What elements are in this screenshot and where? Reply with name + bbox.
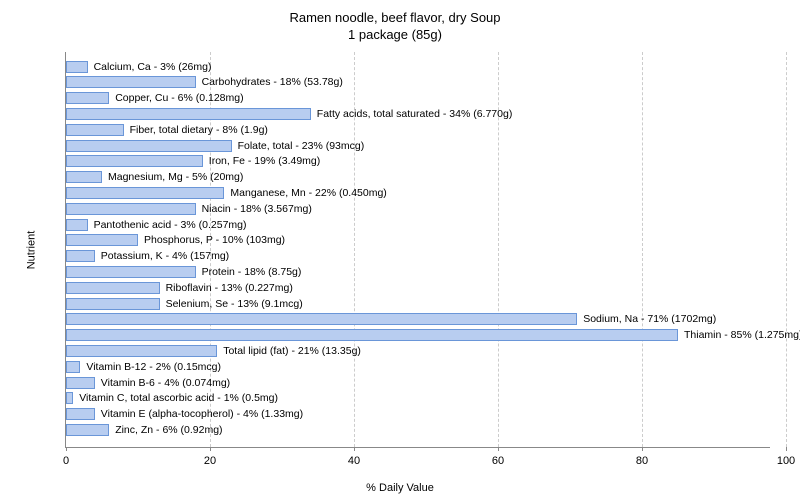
title-line-2: 1 package (85g) xyxy=(348,27,442,42)
nutrient-label: Calcium, Ca - 3% (26mg) xyxy=(94,60,212,74)
bar-row: Carbohydrates - 18% (53.78g) xyxy=(66,75,786,89)
x-tick-label: 100 xyxy=(777,455,795,467)
nutrient-bar xyxy=(66,408,95,420)
nutrient-bar xyxy=(66,171,102,183)
chart-title: Ramen noodle, beef flavor, dry Soup 1 pa… xyxy=(10,10,780,44)
title-line-1: Ramen noodle, beef flavor, dry Soup xyxy=(289,10,500,25)
nutrient-label: Iron, Fe - 19% (3.49mg) xyxy=(209,154,320,168)
nutrient-label: Fiber, total dietary - 8% (1.9g) xyxy=(130,123,268,137)
nutrient-label: Phosphorus, P - 10% (103mg) xyxy=(144,233,285,247)
nutrient-label: Zinc, Zn - 6% (0.92mg) xyxy=(115,423,222,437)
nutrient-bar xyxy=(66,298,160,310)
nutrient-bar xyxy=(66,329,678,341)
nutrient-bar xyxy=(66,76,196,88)
bar-row: Fiber, total dietary - 8% (1.9g) xyxy=(66,123,786,137)
nutrient-label: Protein - 18% (8.75g) xyxy=(202,265,302,279)
nutrient-bar xyxy=(66,155,203,167)
nutrient-bar xyxy=(66,250,95,262)
x-tick-mark xyxy=(354,447,355,451)
nutrient-label: Magnesium, Mg - 5% (20mg) xyxy=(108,170,243,184)
x-axis-label: % Daily Value xyxy=(366,482,434,494)
bar-row: Folate, total - 23% (93mcg) xyxy=(66,139,786,153)
x-tick-mark xyxy=(498,447,499,451)
x-tick-mark xyxy=(210,447,211,451)
nutrient-bar xyxy=(66,424,109,436)
bar-row: Vitamin B-12 - 2% (0.15mcg) xyxy=(66,360,786,374)
x-tick-label: 0 xyxy=(63,455,69,467)
nutrient-bar xyxy=(66,377,95,389)
x-tick-mark xyxy=(642,447,643,451)
bar-row: Vitamin E (alpha-tocopherol) - 4% (1.33m… xyxy=(66,407,786,421)
nutrient-label: Vitamin C, total ascorbic acid - 1% (0.5… xyxy=(79,391,278,405)
bar-row: Calcium, Ca - 3% (26mg) xyxy=(66,60,786,74)
bar-row: Riboflavin - 13% (0.227mg) xyxy=(66,281,786,295)
nutrient-bar xyxy=(66,282,160,294)
nutrient-bar xyxy=(66,361,80,373)
nutrient-label: Sodium, Na - 71% (1702mg) xyxy=(583,312,716,326)
nutrition-chart: Ramen noodle, beef flavor, dry Soup 1 pa… xyxy=(0,0,800,500)
nutrient-label: Copper, Cu - 6% (0.128mg) xyxy=(115,91,243,105)
grid-line xyxy=(786,52,787,447)
bar-row: Manganese, Mn - 22% (0.450mg) xyxy=(66,186,786,200)
nutrient-bar xyxy=(66,140,232,152)
nutrient-bar xyxy=(66,345,217,357)
nutrient-bar xyxy=(66,92,109,104)
plot-area: 020406080100Calcium, Ca - 3% (26mg)Carbo… xyxy=(65,52,770,448)
nutrient-bar xyxy=(66,313,577,325)
nutrient-label: Folate, total - 23% (93mcg) xyxy=(238,139,365,153)
nutrient-label: Riboflavin - 13% (0.227mg) xyxy=(166,281,293,295)
y-axis-label: Nutrient xyxy=(25,231,37,270)
bar-row: Potassium, K - 4% (157mg) xyxy=(66,249,786,263)
nutrient-label: Manganese, Mn - 22% (0.450mg) xyxy=(230,186,386,200)
bar-row: Magnesium, Mg - 5% (20mg) xyxy=(66,170,786,184)
nutrient-label: Pantothenic acid - 3% (0.257mg) xyxy=(94,218,247,232)
nutrient-label: Total lipid (fat) - 21% (13.35g) xyxy=(223,344,361,358)
nutrient-label: Selenium, Se - 13% (9.1mcg) xyxy=(166,297,303,311)
nutrient-label: Potassium, K - 4% (157mg) xyxy=(101,249,229,263)
nutrient-label: Fatty acids, total saturated - 34% (6.77… xyxy=(317,107,513,121)
bar-row: Copper, Cu - 6% (0.128mg) xyxy=(66,91,786,105)
bar-row: Zinc, Zn - 6% (0.92mg) xyxy=(66,423,786,437)
bar-row: Vitamin B-6 - 4% (0.074mg) xyxy=(66,376,786,390)
bar-row: Selenium, Se - 13% (9.1mcg) xyxy=(66,297,786,311)
nutrient-bar xyxy=(66,219,88,231)
nutrient-bar xyxy=(66,234,138,246)
bar-row: Sodium, Na - 71% (1702mg) xyxy=(66,312,786,326)
nutrient-label: Niacin - 18% (3.567mg) xyxy=(202,202,312,216)
bar-row: Pantothenic acid - 3% (0.257mg) xyxy=(66,218,786,232)
x-tick-label: 20 xyxy=(204,455,216,467)
nutrient-bar xyxy=(66,392,73,404)
nutrient-label: Vitamin E (alpha-tocopherol) - 4% (1.33m… xyxy=(101,407,303,421)
x-tick-label: 60 xyxy=(492,455,504,467)
nutrient-bar xyxy=(66,124,124,136)
nutrient-label: Carbohydrates - 18% (53.78g) xyxy=(202,75,343,89)
bar-row: Total lipid (fat) - 21% (13.35g) xyxy=(66,344,786,358)
bar-row: Thiamin - 85% (1.275mg) xyxy=(66,328,786,342)
bar-row: Phosphorus, P - 10% (103mg) xyxy=(66,233,786,247)
nutrient-label: Vitamin B-6 - 4% (0.074mg) xyxy=(101,376,230,390)
x-tick-label: 40 xyxy=(348,455,360,467)
nutrient-label: Thiamin - 85% (1.275mg) xyxy=(684,328,800,342)
nutrient-bar xyxy=(66,108,311,120)
x-tick-label: 80 xyxy=(636,455,648,467)
bar-row: Protein - 18% (8.75g) xyxy=(66,265,786,279)
bar-row: Vitamin C, total ascorbic acid - 1% (0.5… xyxy=(66,391,786,405)
x-tick-mark xyxy=(66,447,67,451)
nutrient-bar xyxy=(66,203,196,215)
nutrient-bar xyxy=(66,266,196,278)
nutrient-label: Vitamin B-12 - 2% (0.15mcg) xyxy=(86,360,221,374)
x-tick-mark xyxy=(786,447,787,451)
nutrient-bar xyxy=(66,61,88,73)
nutrient-bar xyxy=(66,187,224,199)
bar-row: Iron, Fe - 19% (3.49mg) xyxy=(66,154,786,168)
bar-row: Niacin - 18% (3.567mg) xyxy=(66,202,786,216)
bar-row: Fatty acids, total saturated - 34% (6.77… xyxy=(66,107,786,121)
